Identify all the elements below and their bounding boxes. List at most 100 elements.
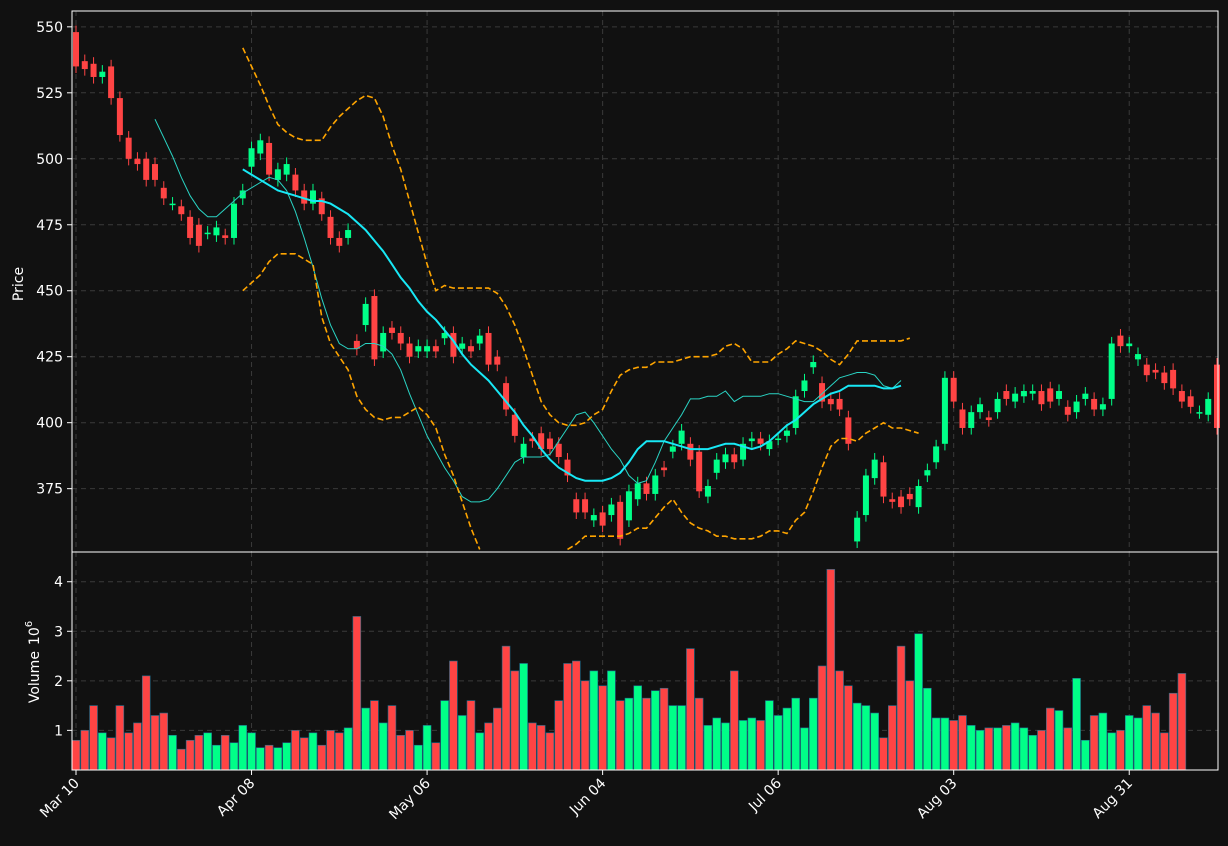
volume-bar bbox=[466, 700, 476, 771]
candle-body bbox=[292, 174, 299, 191]
volume-bar bbox=[519, 663, 528, 771]
candle-body bbox=[213, 227, 220, 236]
volume-bar bbox=[809, 697, 818, 771]
candle-body bbox=[1170, 369, 1177, 389]
volume-bar bbox=[896, 645, 906, 771]
candle-body bbox=[1082, 393, 1089, 399]
volume-bar bbox=[89, 705, 98, 771]
volume-bar bbox=[668, 705, 678, 771]
candle-body bbox=[810, 361, 817, 368]
candle-body bbox=[151, 164, 158, 180]
volume-bar bbox=[317, 744, 327, 771]
volume-bar bbox=[449, 660, 458, 771]
volume-bar bbox=[1045, 707, 1055, 771]
candle-body bbox=[862, 475, 869, 516]
candle-body bbox=[143, 158, 150, 180]
candle-body bbox=[898, 496, 905, 508]
volume-bar bbox=[615, 700, 625, 771]
volume-bar bbox=[782, 707, 792, 771]
volume-bar bbox=[1089, 715, 1099, 771]
candle-body bbox=[757, 438, 764, 444]
candle-body bbox=[555, 443, 562, 457]
candle-body bbox=[397, 332, 404, 344]
candle-body bbox=[573, 499, 580, 513]
overlay-lines bbox=[154, 47, 919, 551]
volume-bar bbox=[80, 730, 90, 771]
candle-body bbox=[880, 462, 887, 497]
volume-bar bbox=[220, 735, 230, 771]
candle-body bbox=[801, 380, 808, 392]
candle-body bbox=[1012, 393, 1019, 402]
volume-bar bbox=[440, 700, 449, 771]
candle-body bbox=[134, 158, 141, 165]
candle-body bbox=[1073, 401, 1080, 413]
candle-body bbox=[1064, 406, 1071, 415]
volume-bar bbox=[335, 732, 344, 771]
candle-body bbox=[915, 486, 922, 508]
candle-body bbox=[1029, 391, 1036, 394]
volume-axis-exponent-base: 10 bbox=[27, 627, 43, 645]
candle-body bbox=[230, 203, 237, 238]
volume-bar bbox=[923, 687, 932, 771]
volume-bar bbox=[563, 663, 572, 771]
candle-body bbox=[1161, 372, 1168, 384]
candle-body bbox=[388, 327, 395, 333]
candle-body bbox=[415, 346, 422, 352]
volume-tick-label: 4 bbox=[54, 575, 63, 591]
volume-bar bbox=[528, 722, 537, 771]
volume-bars bbox=[71, 569, 1187, 771]
volume-bar bbox=[282, 742, 291, 771]
volume-bar bbox=[203, 732, 212, 771]
volume-bar bbox=[475, 732, 484, 771]
candle-body bbox=[704, 486, 711, 497]
volume-bar bbox=[370, 700, 379, 771]
volume-bar bbox=[738, 720, 748, 771]
candle-body bbox=[125, 137, 132, 159]
candle-body bbox=[178, 206, 185, 215]
volume-bar bbox=[1107, 732, 1116, 771]
candle-body bbox=[766, 441, 773, 450]
volume-tick-label: 3 bbox=[54, 624, 63, 640]
volume-bar bbox=[396, 735, 405, 771]
candle-body bbox=[81, 61, 88, 70]
volume-bar bbox=[1019, 727, 1029, 771]
candle-body bbox=[450, 332, 457, 357]
candle-body bbox=[643, 483, 650, 494]
volume-bar bbox=[387, 705, 397, 771]
volume-axis-title: Volume 106 bbox=[24, 621, 43, 703]
volume-bar bbox=[159, 712, 169, 771]
volume-bar bbox=[651, 690, 660, 771]
candle-body bbox=[257, 140, 264, 154]
volume-bar bbox=[247, 732, 256, 771]
candle-body bbox=[494, 356, 501, 365]
volume-bar bbox=[1063, 727, 1073, 771]
candle-body bbox=[748, 438, 755, 442]
candles bbox=[73, 25, 1220, 549]
volume-bar bbox=[940, 717, 950, 771]
candle-body bbox=[239, 190, 246, 199]
candle-body bbox=[459, 343, 466, 349]
candle-body bbox=[90, 63, 97, 77]
candle-body bbox=[1056, 391, 1063, 399]
candle-body bbox=[687, 443, 694, 460]
volume-bar bbox=[431, 742, 441, 771]
candle-body bbox=[845, 417, 852, 444]
candle-body bbox=[195, 224, 202, 246]
candle-body bbox=[792, 396, 799, 428]
candle-body bbox=[1143, 364, 1150, 376]
volume-bar bbox=[343, 727, 353, 771]
volume-bar bbox=[168, 735, 177, 771]
candle-body bbox=[406, 343, 413, 357]
volume-bar bbox=[493, 707, 502, 771]
moving-average-fast-line bbox=[154, 118, 902, 503]
volume-bar bbox=[879, 737, 888, 771]
candle-body bbox=[546, 438, 553, 450]
volume-bar bbox=[1010, 722, 1020, 771]
volume-bar bbox=[378, 722, 388, 771]
volume-bar bbox=[817, 665, 827, 771]
candle-body bbox=[503, 383, 510, 410]
candle-body bbox=[871, 459, 878, 479]
candle-body bbox=[318, 198, 325, 215]
candle-body bbox=[678, 430, 685, 444]
